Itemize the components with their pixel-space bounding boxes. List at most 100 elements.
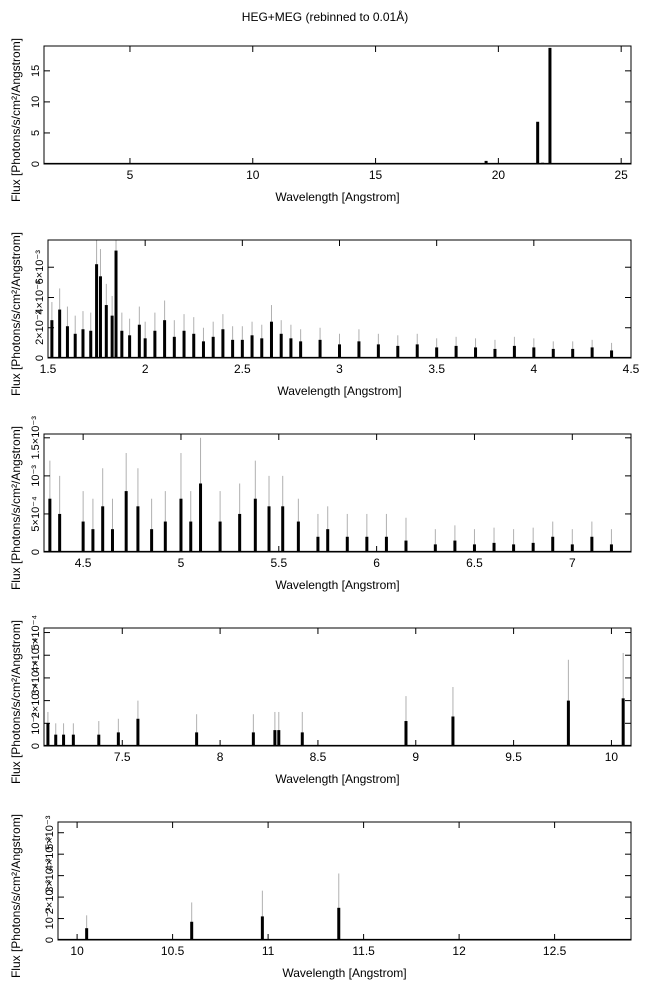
y-tick-label: 5: [30, 130, 42, 136]
y-tick-label: 2×10⁻⁴: [30, 683, 42, 719]
data-bar: [451, 716, 455, 746]
plot-frame: [43, 627, 632, 747]
plot-frame: [43, 45, 632, 165]
data-bar: [571, 348, 575, 358]
data-bar: [415, 344, 419, 358]
data-bar: [192, 333, 196, 358]
y-tick-label: 5×10⁻⁴: [30, 496, 42, 532]
data-bar: [318, 339, 322, 358]
data-bar: [120, 330, 124, 358]
data-bar: [238, 513, 242, 552]
data-bar: [65, 326, 69, 358]
data-bar: [251, 732, 255, 746]
y-tick-label: 0: [44, 937, 56, 943]
data-bar: [357, 341, 361, 358]
x-axis-label: Wavelength [Angstrom]: [275, 578, 399, 592]
data-bar: [384, 536, 388, 552]
data-bar: [289, 338, 293, 358]
y-axis-label: Flux [Photons/s/cm²/Angstrom]: [9, 426, 23, 590]
data-bar: [163, 320, 167, 358]
data-bar: [484, 160, 488, 164]
data-bar: [85, 928, 89, 940]
x-tick-label: 2.5: [234, 362, 251, 376]
x-tick-label: 8.5: [310, 750, 327, 764]
data-bar: [240, 339, 244, 358]
data-bar: [179, 498, 183, 552]
data-bar: [454, 345, 458, 358]
data-bar: [71, 734, 75, 746]
x-axis-label: Wavelength [Angstrom]: [275, 190, 399, 204]
x-tick-label: 20: [492, 168, 506, 182]
data-bar: [91, 529, 95, 552]
data-bar: [95, 264, 99, 358]
data-bar: [128, 335, 132, 358]
data-bar: [365, 536, 369, 552]
x-tick-label: 7: [569, 556, 576, 570]
y-tick-label: 4×10⁻³: [44, 837, 56, 872]
data-bar: [172, 336, 176, 358]
y-tick-label: 10⁻⁴: [30, 712, 42, 735]
data-bar: [337, 907, 341, 940]
y-tick-label: 10: [30, 96, 42, 108]
y-tick-label: 0: [30, 743, 42, 749]
y-tick-label: 6×10⁻³: [34, 250, 46, 285]
data-bar: [81, 521, 85, 552]
y-tick-label: 3×10⁻⁴: [30, 660, 42, 696]
data-bar: [211, 336, 215, 358]
x-tick-label: 3: [336, 362, 343, 376]
data-bar: [221, 329, 225, 358]
y-tick-label: 4×10⁻⁴: [30, 637, 42, 673]
data-bar: [110, 315, 114, 358]
data-bar: [253, 498, 257, 552]
data-bar: [199, 483, 203, 552]
x-tick-label: 6.5: [466, 556, 483, 570]
x-axis-label: Wavelength [Angstrom]: [277, 384, 401, 398]
data-bar: [48, 498, 52, 552]
panel-3: 4.5 5 5.5 6 6.5 7 0 5×10⁻⁴ 10⁻³ 1.5×10⁻³ Wavelengt…: [9, 416, 632, 592]
data-bar: [260, 338, 264, 358]
y-tick-label: 0: [34, 355, 46, 361]
panel-1: 5 10 15 20 25 0 5 10 15 Wavelength [Angstrom] Flux…: [9, 38, 632, 204]
data-bar: [338, 344, 341, 358]
x-tick-label: 4: [530, 362, 537, 376]
data-bar: [277, 730, 281, 746]
data-bar: [97, 734, 101, 746]
data-bar: [279, 333, 283, 358]
data-bar: [153, 330, 157, 358]
y-tick-label: 2×10⁻³: [44, 880, 56, 915]
data-bar: [150, 529, 154, 552]
x-tick-label: 10.5: [161, 944, 185, 958]
x-tick-label: 4.5: [75, 556, 92, 570]
data-bar: [250, 335, 254, 358]
data-bar: [62, 734, 66, 746]
data-bar: [81, 329, 85, 358]
x-tick-label: 5.5: [270, 556, 287, 570]
data-bar: [104, 305, 108, 358]
data-bar: [101, 506, 105, 552]
y-tick-label: 5×10⁻⁴: [30, 615, 42, 651]
data-bar: [116, 732, 120, 746]
x-tick-label: 12.5: [543, 944, 567, 958]
data-bar: [536, 121, 540, 164]
x-tick-label: 4.5: [623, 362, 640, 376]
data-bar: [50, 320, 54, 358]
y-tick-label: 2×10⁻³: [34, 310, 46, 345]
x-tick-label: 10: [70, 944, 84, 958]
data-bar: [300, 732, 304, 746]
data-bar: [195, 732, 199, 746]
x-tick-label: 15: [369, 168, 383, 182]
data-bar: [621, 698, 625, 746]
x-tick-label: 11: [262, 944, 275, 958]
x-tick-label: 10: [246, 168, 260, 182]
data-bar: [551, 348, 555, 358]
x-tick-label: 9: [412, 750, 419, 764]
data-bar: [89, 330, 93, 358]
data-bar: [609, 544, 613, 552]
x-tick-label: 25: [614, 168, 628, 182]
panel-2: 1.5 2 2.5 3 3.5 4 4.5 0 2×10⁻³4×10⁻³6×10⁻³ Wavele…: [9, 232, 640, 398]
data-bar: [218, 521, 222, 552]
y-tick-label: 0: [30, 161, 42, 167]
plot-frame: [43, 433, 632, 553]
data-bar: [231, 339, 235, 358]
